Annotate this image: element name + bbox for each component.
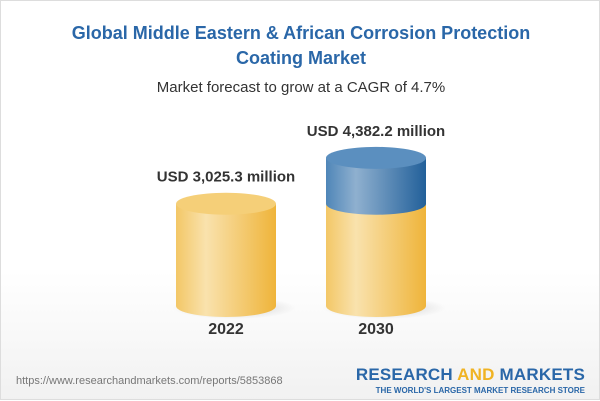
data-label: USD 3,025.3 million: [157, 169, 295, 186]
research-and-markets-logo: RESEARCH AND MARKETS THE WORLD'S LARGEST…: [356, 365, 585, 395]
bar-base-2030: [326, 203, 426, 317]
logo-text-1: RESEARCH: [355, 365, 458, 384]
data-label: USD 4,382.2 million: [307, 123, 445, 140]
logo-text-2: AND: [457, 365, 495, 384]
bar-top-2030: [326, 146, 426, 169]
x-tick-label: 2030: [358, 321, 394, 338]
chart-title: Global Middle Eastern & African Corrosio…: [71, 23, 531, 68]
bar-growth-2030: [326, 157, 426, 215]
bar-top-2022: [176, 192, 276, 215]
bar-base-2022: [176, 203, 276, 317]
logo-tagline: THE WORLD'S LARGEST MARKET RESEARCH STOR…: [375, 386, 585, 395]
logo-text-3: MARKETS: [494, 365, 585, 384]
chart-subtitle: Market forecast to grow at a CAGR of 4.7…: [156, 79, 446, 96]
source-url[interactable]: https://www.researchandmarkets.com/repor…: [16, 375, 283, 387]
x-tick-label: 2022: [208, 321, 244, 338]
